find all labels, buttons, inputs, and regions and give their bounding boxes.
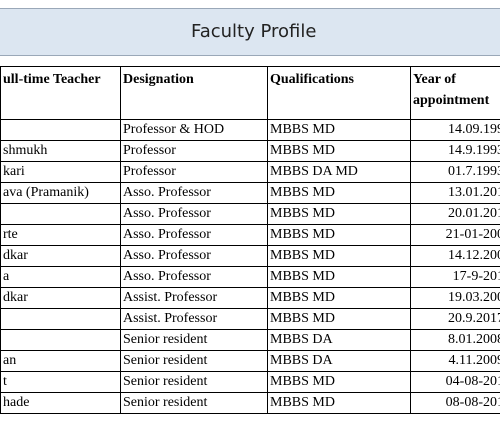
table-row: a Asso. Professor MBBS MD 17-9-201	[0, 266, 500, 288]
table-row: rte Asso. Professor MBBS MD 21-01-200	[0, 224, 500, 246]
table-cell: Asso. Professor	[120, 203, 268, 225]
table-row: dkar Asso. Professor MBBS MD 14.12.200	[0, 245, 500, 267]
table-cell: t	[0, 371, 121, 393]
table-cell: Asso. Professor	[120, 266, 268, 288]
table-cell	[0, 119, 121, 141]
table-row: an Senior resident MBBS DA 4.11.2009	[0, 350, 500, 372]
table-cell: 01.7.1993	[410, 161, 500, 183]
column-header: Qualifications	[267, 66, 411, 120]
table-cell: dkar	[0, 287, 121, 309]
table-row: t Senior resident MBBS MD 04-08-201	[0, 371, 500, 393]
table-cell: 21-01-200	[410, 224, 500, 246]
table-cell: MBBS DA	[267, 329, 411, 351]
table-row: hade Senior resident MBBS MD 08-08-201	[0, 392, 500, 414]
table-cell: 8.01.2008	[410, 329, 500, 351]
table-cell	[0, 203, 121, 225]
table-cell: kari	[0, 161, 121, 183]
table-cell: an	[0, 350, 121, 372]
table-cell: Senior resident	[120, 371, 268, 393]
table-cell: MBBS MD	[267, 371, 411, 393]
table-row: Assist. Professor MBBS MD 20.9.2017	[0, 308, 500, 330]
table-cell: MBBS MD	[267, 224, 411, 246]
table-cell: MBBS MD	[267, 182, 411, 204]
table-cell: MBBS DA MD	[267, 161, 411, 183]
table-cell: Asso. Professor	[120, 224, 268, 246]
table-cell: a	[0, 266, 121, 288]
table-row: Senior resident MBBS DA 8.01.2008	[0, 329, 500, 351]
table-body: Professor & HOD MBBS MD 14.09.199 shmukh Pro…	[0, 119, 500, 414]
table-row: dkar Assist. Professor MBBS MD 19.03.200	[0, 287, 500, 309]
table-cell: Assist. Professor	[120, 308, 268, 330]
column-header: ull-time Teacher	[0, 66, 121, 120]
table-cell: rte	[0, 224, 121, 246]
table-cell: 14.12.200	[410, 245, 500, 267]
table-cell: Professor & HOD	[120, 119, 268, 141]
table-cell: 13.01.201	[410, 182, 500, 204]
table-cell: Asso. Professor	[120, 245, 268, 267]
table-cell: MBBS MD	[267, 245, 411, 267]
table-cell: Senior resident	[120, 350, 268, 372]
title: Faculty Profile	[191, 21, 317, 42]
table-row: shmukh Professor MBBS MD 14.9.1993	[0, 140, 500, 162]
table-cell: 14.09.199	[410, 119, 500, 141]
table-cell: Asso. Professor	[120, 182, 268, 204]
table-cell: MBBS MD	[267, 119, 411, 141]
table-cell: Assist. Professor	[120, 287, 268, 309]
table-cell: Senior resident	[120, 329, 268, 351]
table-row: Professor & HOD MBBS MD 14.09.199	[0, 119, 500, 141]
table-cell: shmukh	[0, 140, 121, 162]
table-cell: 04-08-201	[410, 371, 500, 393]
table-cell: 17-9-201	[410, 266, 500, 288]
table-cell: 4.11.2009	[410, 350, 500, 372]
table-cell: 19.03.200	[410, 287, 500, 309]
title-band: Faculty Profile	[0, 8, 500, 56]
table-cell: 14.9.1993	[410, 140, 500, 162]
table-row: Asso. Professor MBBS MD 20.01.201	[0, 203, 500, 225]
table-cell: Professor	[120, 140, 268, 162]
table-cell: MBBS MD	[267, 287, 411, 309]
table-cell: hade	[0, 392, 121, 414]
table-cell: dkar	[0, 245, 121, 267]
table-cell: MBBS DA	[267, 350, 411, 372]
table-cell: MBBS MD	[267, 140, 411, 162]
table-cell: 08-08-201	[410, 392, 500, 414]
table-cell: 20.01.201	[410, 203, 500, 225]
column-header: Year of appointment	[410, 66, 500, 120]
table-cell	[0, 329, 121, 351]
header-row: ull-time Teacher Designation Qualification…	[0, 66, 500, 120]
table-row: ava (Pramanik) Asso. Professor MBBS MD 13.0…	[0, 182, 500, 204]
table-cell: 20.9.2017	[410, 308, 500, 330]
table-cell: MBBS MD	[267, 203, 411, 225]
table-cell: Professor	[120, 161, 268, 183]
column-header: Designation	[120, 66, 268, 120]
table-cell: MBBS MD	[267, 266, 411, 288]
table-row: kari Professor MBBS DA MD 01.7.1993	[0, 161, 500, 183]
table-cell: MBBS MD	[267, 308, 411, 330]
faculty-table: ull-time Teacher Designation Qualification…	[0, 66, 500, 414]
table-cell: ava (Pramanik)	[0, 182, 121, 204]
table-container: ull-time Teacher Designation Qualification…	[0, 66, 500, 422]
table-cell: Senior resident	[120, 392, 268, 414]
table-cell	[0, 308, 121, 330]
table-cell: MBBS MD	[267, 392, 411, 414]
